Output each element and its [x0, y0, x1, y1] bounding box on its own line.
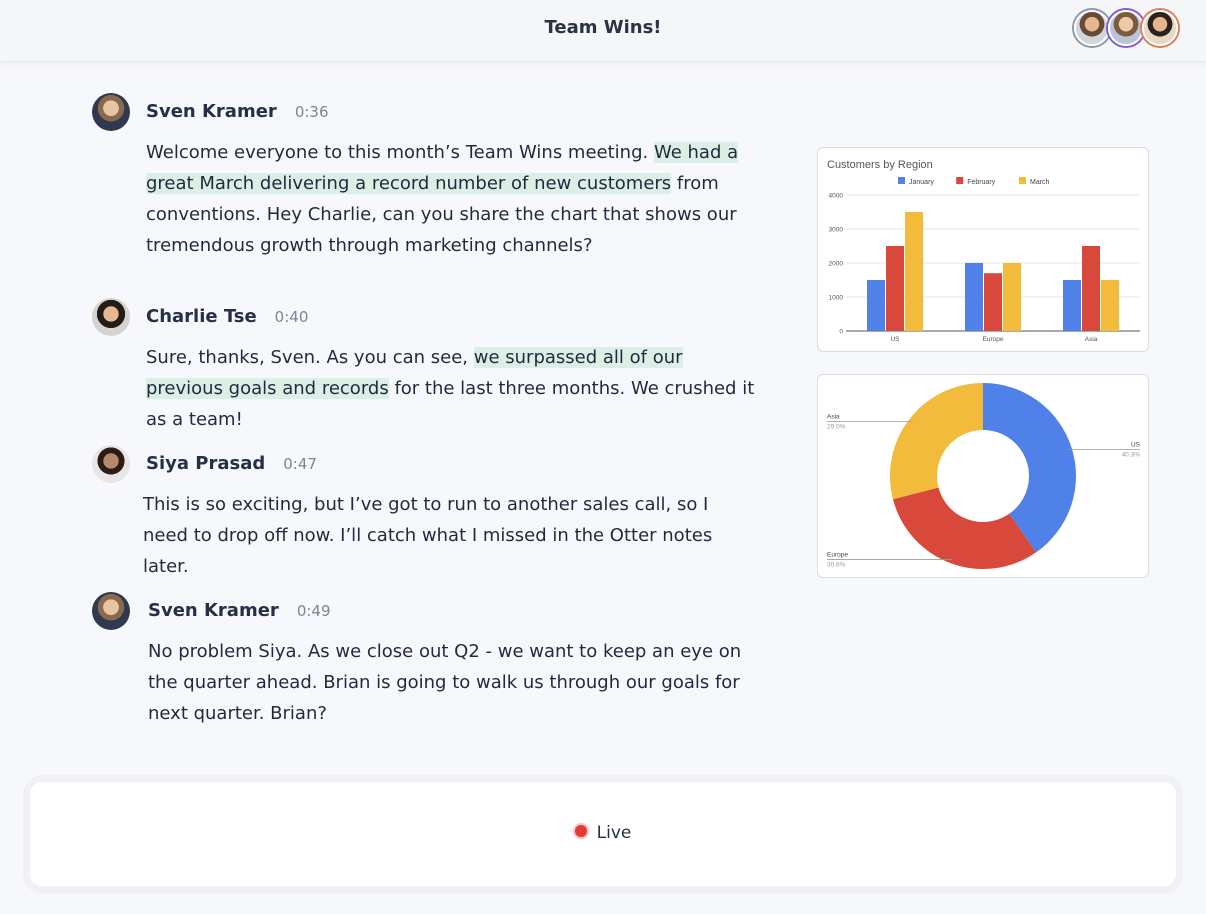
message-text[interactable]: Welcome everyone to this month’s Team Wi… [146, 142, 739, 256]
speaker-name: Sven Kramer 0:49 [148, 600, 331, 621]
slice-percent: 29.0% [827, 424, 846, 431]
participant-avatar[interactable] [1142, 10, 1178, 46]
legend-swatch [1019, 177, 1026, 184]
bar [905, 212, 923, 331]
y-tick-label: 4000 [829, 193, 844, 200]
message-timestamp[interactable]: 0:47 [283, 455, 317, 473]
slice-label: US [1131, 441, 1141, 448]
speaker-avatar[interactable] [92, 592, 130, 630]
legend-label: February [967, 179, 996, 186]
bar-chart: Customers by Region January February March 0… [827, 159, 1140, 343]
participant-avatar[interactable] [1108, 10, 1144, 46]
live-dot-icon [574, 825, 587, 837]
donut-slice [983, 383, 1076, 553]
y-tick-label: 1000 [829, 295, 844, 302]
bar [1003, 263, 1021, 331]
legend-label: March [1030, 179, 1050, 186]
meeting-title: Team Wins! [544, 17, 662, 38]
bar [867, 280, 885, 331]
donut-slice [890, 383, 983, 500]
slice-percent: 40.3% [1122, 451, 1141, 458]
speaker-avatar[interactable] [92, 298, 130, 336]
x-tick-label: Europe [983, 336, 1004, 343]
bar [1101, 280, 1119, 331]
x-tick-label: Asia [1085, 336, 1098, 343]
bar [1082, 246, 1100, 331]
donut-chart: US 40.3% Europe 30.6% Asia 29.0% [827, 383, 1141, 569]
slice-label: Asia [827, 414, 840, 421]
legend-swatch [956, 177, 964, 184]
bar [886, 246, 904, 331]
legend-label: January [909, 179, 934, 186]
bar [965, 263, 983, 331]
slice-percent: 30.6% [827, 561, 846, 568]
chart-title: Customers by Region [827, 159, 933, 171]
speaker-avatar[interactable] [92, 93, 130, 131]
bar-chart-card[interactable]: Customers by Region January February March 0… [817, 147, 1149, 352]
donut-chart-card[interactable]: US 40.3% Europe 30.6% Asia 29.0% [817, 374, 1149, 578]
legend-swatch [898, 177, 905, 184]
x-tick-label: US [890, 336, 900, 343]
message-timestamp[interactable]: 0:40 [274, 308, 309, 326]
message-text[interactable]: This is so exciting, but I’ve got to run… [143, 494, 713, 577]
y-tick-label: 3000 [829, 227, 844, 234]
live-status[interactable]: Live [30, 823, 1176, 843]
message-timestamp[interactable]: 0:36 [294, 103, 329, 121]
bar [984, 273, 1002, 331]
participant-avatar[interactable] [1074, 10, 1110, 46]
message-text[interactable]: No problem Siya. As we close out Q2 - we… [148, 641, 742, 724]
y-tick-label: 0 [839, 329, 843, 336]
participant-avatars[interactable] [1074, 10, 1178, 48]
message-timestamp[interactable]: 0:49 [296, 602, 331, 620]
header-bar: Team Wins! [0, 0, 1206, 62]
live-panel: Live [30, 782, 1176, 886]
speaker-name: Charlie Tse 0:40 [146, 306, 309, 327]
donut-slice [892, 487, 1037, 569]
bar [1063, 280, 1081, 331]
speaker-name: Sven Kramer 0:36 [146, 101, 329, 122]
speaker-avatar[interactable] [92, 445, 130, 483]
speaker-name: Siya Prasad 0:47 [146, 453, 317, 474]
message-text[interactable]: Sure, thanks, Sven. As you can see, we s… [146, 347, 755, 430]
slice-label: Europe [827, 551, 848, 558]
y-tick-label: 2000 [829, 261, 844, 268]
